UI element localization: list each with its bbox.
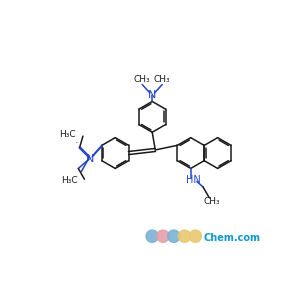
Text: H₃C: H₃C <box>59 130 76 139</box>
Text: N: N <box>148 90 156 100</box>
Circle shape <box>189 230 202 242</box>
Circle shape <box>178 230 191 242</box>
Text: Chem.com: Chem.com <box>204 233 261 243</box>
Text: HN: HN <box>186 175 201 185</box>
Text: H₃C: H₃C <box>61 176 77 185</box>
Circle shape <box>146 230 158 242</box>
Text: Ethyl: Ethyl <box>76 142 79 143</box>
Text: CH₃: CH₃ <box>154 75 170 84</box>
Circle shape <box>157 230 169 242</box>
Text: N: N <box>86 154 94 164</box>
Text: CH₃: CH₃ <box>134 75 151 84</box>
Circle shape <box>168 230 180 242</box>
Text: CH₃: CH₃ <box>203 197 220 206</box>
